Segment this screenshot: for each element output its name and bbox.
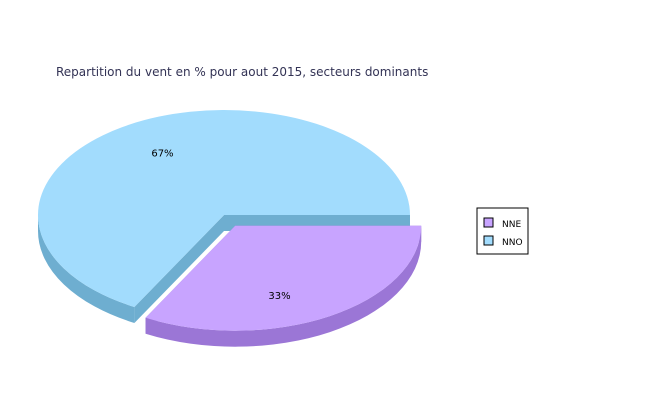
slice-top (38, 110, 411, 308)
legend-swatch-nne (483, 217, 494, 228)
pie-slice-nne (145, 225, 422, 347)
legend-box (476, 207, 529, 255)
legend-label-nne: NNE (502, 220, 521, 230)
pie-slices (38, 110, 422, 347)
legend-swatch-nno (483, 235, 494, 246)
legend-label-nno: NNO (502, 238, 523, 248)
slice-top (145, 225, 422, 331)
legend: NNE NNO (476, 207, 529, 255)
slice-label-nno: 67% (151, 148, 173, 159)
slice-labels: 67% 33% (151, 148, 290, 302)
slice-side-wall (145, 225, 422, 347)
slice-side-wall (38, 215, 135, 324)
slice-label-nne: 33% (268, 291, 290, 302)
slice-cut-face (134, 215, 224, 324)
chart-title: Repartition du vent en % pour aout 2015,… (56, 65, 428, 79)
